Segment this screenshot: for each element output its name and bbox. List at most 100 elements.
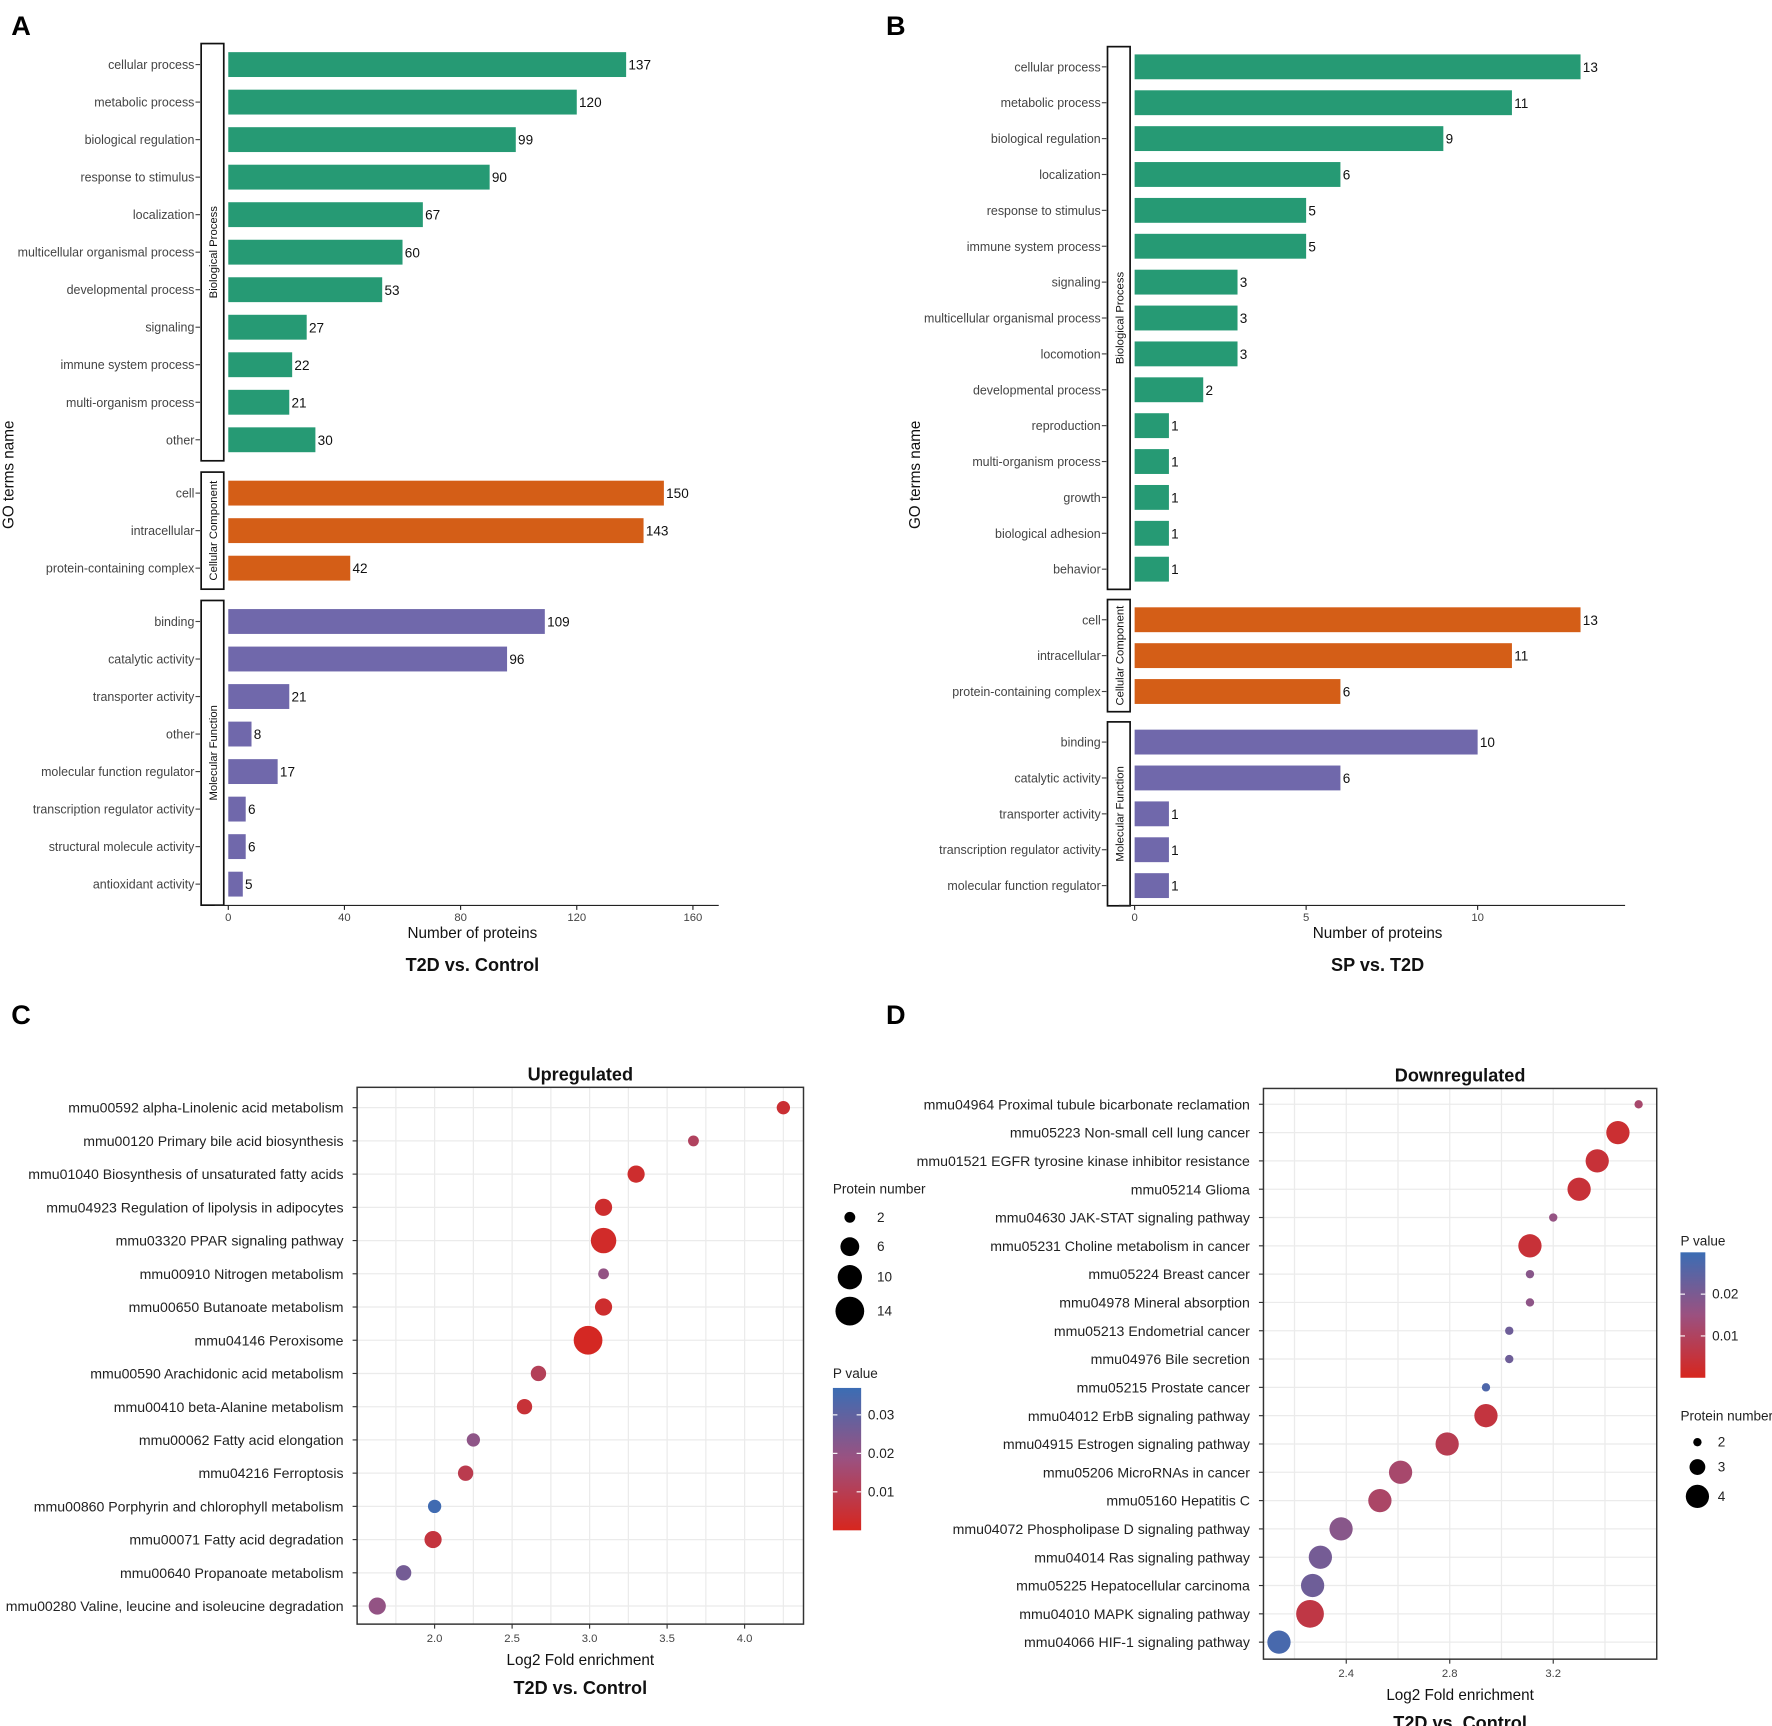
category-label: multi-organism process (66, 396, 194, 410)
term-label: mmu00590 Arachidonic acid metabolism (90, 1366, 343, 1382)
x-tick-label: 5 (1303, 912, 1309, 924)
data-point (1368, 1488, 1392, 1513)
x-tick-label: 40 (338, 912, 351, 924)
x-tick-label: 0 (225, 912, 231, 924)
category-label: transporter activity (93, 690, 195, 704)
data-point (1300, 1573, 1325, 1598)
bar (228, 127, 516, 153)
dot-plot-c: mmu00592 alpha-Linolenic acid metabolism… (6, 1065, 926, 1699)
value-label: 6 (1343, 168, 1351, 183)
panel-letter-c: C (11, 999, 31, 1030)
color-legend-title: P value (1680, 1234, 1725, 1249)
category-label: antioxidant activity (93, 878, 195, 892)
data-point (1474, 1404, 1498, 1428)
bar (228, 834, 246, 860)
chart-subtitle: T2D vs. Control (1393, 1713, 1527, 1726)
data-point (1525, 1298, 1535, 1307)
term-label: mmu04923 Regulation of lipolysis in adip… (46, 1199, 343, 1215)
dot-plot-d: mmu04964 Proximal tubule bicarbonate rec… (917, 1066, 1772, 1726)
data-point (424, 1531, 442, 1549)
data-point (1567, 1177, 1591, 1201)
value-label: 5 (1308, 239, 1316, 254)
term-label: mmu04216 Ferroptosis (198, 1465, 343, 1481)
term-label: mmu00071 Fatty acid degradation (129, 1532, 343, 1548)
category-label: behavior (1053, 563, 1101, 577)
value-label: 13 (1583, 613, 1598, 628)
bar (228, 555, 351, 581)
category-label: protein-containing complex (952, 685, 1101, 699)
value-label: 99 (518, 133, 533, 148)
bar (1134, 837, 1169, 863)
value-label: 11 (1514, 96, 1528, 111)
data-point (1329, 1517, 1353, 1541)
category-label: biological adhesion (995, 527, 1101, 541)
category-label: biological regulation (991, 132, 1101, 146)
x-axis-label: Number of proteins (1313, 925, 1443, 942)
term-label: mmu00120 Primary bile acid biosynthesis (83, 1133, 343, 1149)
group-strip (200, 471, 225, 591)
category-label: biological regulation (85, 133, 195, 147)
data-point (368, 1597, 386, 1615)
value-label: 5 (245, 877, 253, 892)
bar (228, 759, 278, 785)
term-label: mmu01521 EGFR tyrosine kinase inhibitor … (917, 1153, 1250, 1169)
color-legend-label: 0.02 (868, 1446, 894, 1461)
x-tick-label: 10 (1471, 912, 1484, 924)
category-label: multicellular organismal process (924, 312, 1101, 326)
data-point (530, 1365, 547, 1382)
x-tick-label: 3.0 (582, 1633, 598, 1645)
bar (228, 684, 290, 709)
term-label: mmu04630 JAK-STAT signaling pathway (995, 1210, 1251, 1226)
value-label: 96 (509, 652, 524, 667)
group-label: Cellular Component (208, 480, 220, 581)
group-label: Molecular Function (1114, 766, 1126, 861)
data-point (688, 1135, 699, 1147)
category-label: molecular function regulator (41, 765, 194, 779)
category-label: developmental process (67, 283, 195, 297)
term-label: mmu04012 ErbB signaling pathway (1028, 1408, 1251, 1424)
category-label: multi-organism process (972, 455, 1100, 469)
value-label: 120 (579, 95, 602, 110)
term-label: mmu00410 beta-Alanine metabolism (114, 1399, 344, 1415)
value-label: 1 (1171, 419, 1179, 434)
bar (228, 871, 243, 897)
category-label: molecular function regulator (947, 879, 1100, 893)
size-legend-label: 2 (1718, 1435, 1726, 1450)
color-legend-bar (832, 1387, 862, 1531)
bar (228, 239, 403, 265)
value-label: 13 (1583, 60, 1598, 75)
group-strip (1106, 598, 1131, 713)
bar (1134, 305, 1238, 331)
term-label: mmu05215 Prostate cancer (1077, 1379, 1251, 1395)
category-label: cell (176, 487, 195, 501)
bar (1134, 449, 1169, 474)
value-label: 10 (1480, 735, 1495, 750)
bar (1134, 162, 1341, 187)
bar (1134, 643, 1512, 669)
data-point (1308, 1545, 1333, 1569)
size-legend-label: 4 (1718, 1489, 1726, 1504)
value-label: 22 (294, 358, 309, 373)
value-label: 6 (1343, 685, 1351, 700)
chart-subtitle: T2D vs. Control (514, 1678, 648, 1698)
value-label: 6 (248, 802, 256, 817)
term-label: mmu05224 Breast cancer (1088, 1266, 1250, 1282)
bar (228, 427, 316, 453)
data-point (1505, 1354, 1514, 1364)
value-label: 90 (492, 170, 507, 185)
category-label: signaling (145, 321, 194, 335)
category-label: protein-containing complex (46, 562, 195, 576)
value-label: 17 (280, 765, 295, 780)
category-label: locomotion (1041, 347, 1101, 361)
category-label: metabolic process (1001, 96, 1101, 110)
category-label: metabolic process (94, 96, 194, 110)
color-legend-label: 0.01 (868, 1484, 894, 1499)
value-label: 8 (254, 727, 262, 742)
x-tick-label: 80 (454, 912, 467, 924)
term-label: mmu05214 Glioma (1131, 1181, 1250, 1197)
bar (1134, 233, 1307, 259)
plot-background (1263, 1088, 1657, 1660)
term-label: mmu05231 Choline metabolism in cancer (990, 1238, 1250, 1254)
